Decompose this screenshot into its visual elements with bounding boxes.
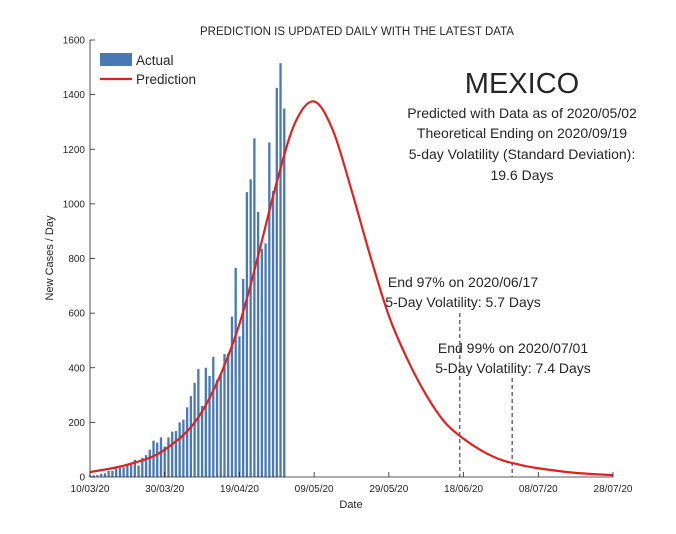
bar-actual	[167, 437, 170, 477]
legend: Actual Prediction	[100, 53, 196, 87]
bar-actual	[227, 353, 230, 477]
y-tick-label: 1200	[63, 145, 86, 156]
bar-actual	[141, 457, 144, 477]
bar-actual	[260, 248, 263, 477]
bar-actual	[96, 475, 99, 477]
bar-actual	[174, 431, 178, 477]
chart-title: PREDICTION IS UPDATED DAILY WITH THE LAT…	[200, 26, 514, 38]
legend-label-actual: Actual	[136, 53, 174, 68]
bar-actual	[152, 440, 155, 477]
y-tick-label: 1600	[63, 36, 86, 47]
actual-bars	[88, 63, 286, 478]
bar-actual	[234, 267, 237, 477]
x-ticks: 10/03/20 30/03/20 19/04/20 09/05/20 29/05/20…	[71, 472, 633, 495]
info-line-4: 19.6 Days	[490, 167, 553, 183]
bar-actual	[163, 446, 166, 477]
bar-actual	[111, 470, 114, 477]
plot-area	[90, 40, 613, 477]
bar-actual	[212, 356, 215, 477]
y-tick-label: 1400	[63, 90, 86, 101]
bar-actual	[100, 473, 103, 477]
bar-actual	[185, 407, 189, 477]
y-tick-label: 800	[68, 254, 85, 265]
legend-label-prediction: Prediction	[136, 72, 196, 87]
marker-lines	[459, 313, 513, 477]
bar-actual	[122, 467, 125, 477]
bar-actual	[133, 459, 136, 477]
country-name: MEXICO	[465, 68, 579, 100]
y-axis-label: New Cases / Day	[44, 215, 56, 300]
bar-actual	[242, 278, 245, 477]
x-tick-label: 28/07/20	[594, 484, 633, 495]
bar-actual	[238, 336, 241, 477]
prediction-line	[89, 100, 614, 477]
bar-actual	[215, 379, 219, 477]
bar-actual	[118, 466, 122, 477]
x-tick-label: 10/03/20	[71, 484, 110, 495]
marker-97-line-1: End 97% on 2020/06/17	[388, 274, 538, 290]
bar-actual	[219, 374, 222, 477]
bar-actual	[171, 431, 174, 477]
bar-actual	[268, 142, 271, 478]
marker-99-line-2: 5-Day Volatility: 7.4 Days	[435, 360, 591, 376]
bar-actual	[253, 138, 256, 477]
x-axis-label: Date	[339, 499, 362, 511]
bar-actual	[230, 316, 234, 477]
bar-actual	[245, 192, 249, 477]
bar-actual	[129, 462, 133, 477]
info-line-3: 5-day Volatility (Standard Deviation):	[409, 146, 635, 162]
bar-actual	[271, 191, 275, 478]
bar-actual	[279, 63, 282, 477]
marker-99-line-1: End 99% on 2020/07/01	[438, 340, 588, 356]
info-line-1: Predicted with Data as of 2020/05/02	[407, 105, 637, 121]
y-ticks: 0 200 400 600 800 1000 1200 1400 1600	[63, 36, 95, 484]
bar-actual	[156, 442, 159, 477]
bar-actual	[148, 449, 151, 477]
y-tick-label: 1000	[63, 199, 86, 210]
y-tick-label: 200	[68, 418, 85, 429]
info-line-2: Theoretical Ending on 2020/09/19	[417, 125, 627, 141]
bar-actual	[204, 367, 207, 477]
bar-actual	[200, 405, 204, 477]
x-tick-label: 09/05/20	[295, 484, 334, 495]
bar-actual	[223, 354, 226, 477]
bar-actual	[264, 243, 267, 477]
marker-97-line-2: 5-Day Volatility: 5.7 Days	[385, 294, 541, 310]
bar-actual	[197, 369, 200, 477]
bar-actual	[256, 212, 260, 477]
bar-actual	[249, 179, 252, 478]
bar-actual	[103, 473, 107, 477]
y-tick-label: 600	[68, 309, 85, 320]
bar-actual	[189, 396, 193, 477]
x-tick-label: 19/04/20	[220, 484, 259, 495]
y-tick-label: 400	[68, 363, 85, 374]
bar-actual	[275, 87, 278, 478]
x-tick-label: 30/03/20	[145, 484, 184, 495]
bar-actual	[182, 419, 185, 477]
x-tick-label: 18/06/20	[444, 484, 483, 495]
x-tick-label: 29/05/20	[369, 484, 408, 495]
x-tick-label: 08/07/20	[519, 484, 558, 495]
bar-actual	[137, 465, 140, 477]
bar-actual	[159, 437, 163, 477]
bar-actual	[283, 108, 286, 478]
y-tick-label: 0	[79, 473, 85, 484]
bar-actual	[114, 468, 118, 477]
bar-actual	[144, 455, 148, 477]
bar-actual	[193, 382, 196, 477]
bar-actual	[208, 375, 211, 477]
legend-swatch-actual	[100, 53, 132, 66]
bar-actual	[126, 463, 129, 477]
bar-actual	[107, 470, 110, 477]
bar-actual	[178, 422, 181, 478]
bar-actual	[92, 475, 95, 477]
